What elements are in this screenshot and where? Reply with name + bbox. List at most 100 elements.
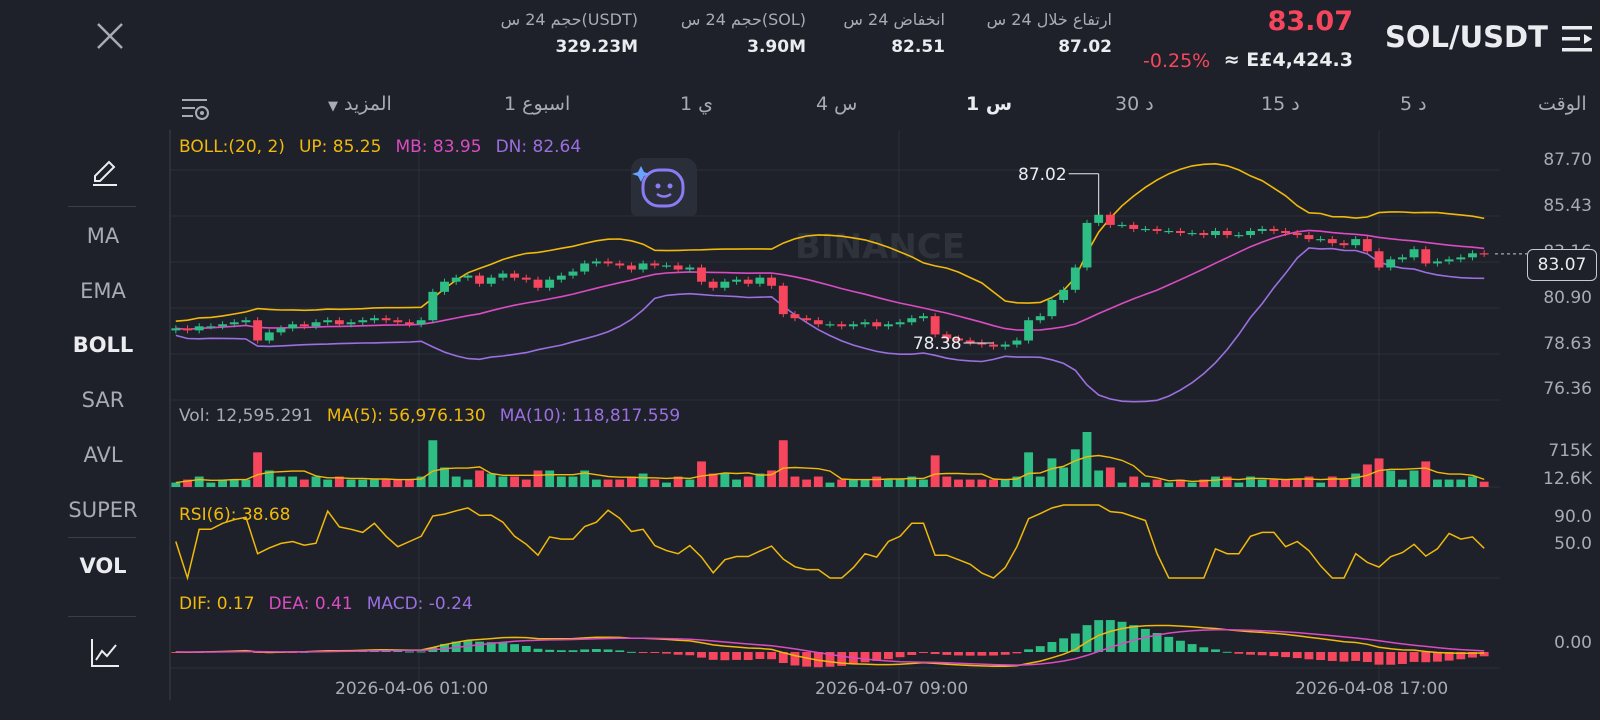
volume-bar [1176, 479, 1185, 487]
candle-body [440, 281, 449, 292]
candle-body [183, 328, 192, 331]
high-annotation: 87.02 [1018, 165, 1067, 185]
tab-30m[interactable]: 30 د [1115, 93, 1154, 115]
vol-value: Vol: 12,595.291 [179, 406, 313, 426]
candle-body [405, 322, 414, 325]
macd-histogram-bar [1222, 651, 1232, 653]
volume-bar [1246, 476, 1255, 487]
macd-histogram-bar [1374, 652, 1384, 665]
candle-body [942, 334, 952, 339]
volume-bar [860, 479, 870, 487]
candle-body [1374, 251, 1384, 268]
indicator-sar[interactable]: SAR [81, 388, 125, 412]
volume-bar [697, 461, 706, 487]
macd-histogram-bar [1386, 652, 1396, 665]
candle-body [615, 263, 625, 266]
indicator-ma[interactable]: MA [86, 224, 120, 248]
candle-body [299, 324, 309, 327]
macd-histogram-bar [206, 651, 216, 653]
tab-5m[interactable]: 5 د [1400, 93, 1427, 115]
volume-bar [521, 479, 531, 487]
price-tick: 78.63 [1543, 334, 1592, 354]
ai-assistant-button[interactable] [631, 158, 697, 216]
volume-bar [1397, 479, 1407, 487]
volume-bar [451, 476, 461, 487]
menu-button[interactable] [1562, 24, 1594, 54]
candle-body [603, 261, 613, 264]
macd-histogram-bar [1176, 640, 1185, 652]
candle-body [1070, 267, 1080, 290]
volume-bar [299, 479, 309, 487]
tab-4h[interactable]: 4 س [816, 93, 858, 115]
macd-histogram-bar [556, 650, 566, 652]
candle-body [1397, 257, 1407, 260]
macd-histogram-bar [568, 650, 578, 652]
volume-bar [802, 479, 812, 487]
volume-bar [206, 482, 216, 487]
tab-15m[interactable]: 15 د [1261, 93, 1300, 115]
draw-tool-button[interactable] [89, 154, 121, 186]
tab-1w[interactable]: 1 اسبوع [504, 93, 571, 115]
divider [68, 537, 136, 538]
candle-body [1421, 249, 1431, 264]
indicator-settings-button[interactable] [89, 637, 121, 669]
candle-body [673, 265, 683, 270]
volume-bar [1140, 482, 1150, 487]
candle-body [720, 281, 730, 288]
candle-body [1012, 340, 1022, 345]
candle-body [1246, 230, 1255, 236]
chart-settings-button[interactable] [181, 96, 211, 122]
indicator-boll[interactable]: BOLL [72, 333, 134, 357]
more-timeframes-dropdown[interactable]: ▼ المزيد [328, 93, 392, 115]
candle-body [323, 320, 333, 323]
last-price: 83.07 [1267, 6, 1353, 37]
macd-histogram-bar [1117, 621, 1127, 652]
volume-bar [1327, 476, 1337, 487]
close-button[interactable] [94, 20, 126, 52]
volume-bar [369, 479, 379, 487]
tab-1d[interactable]: 1 ي [680, 93, 714, 115]
volume-bar [323, 479, 333, 487]
macd-histogram-bar [1082, 625, 1092, 652]
tab-time[interactable]: الوقت [1538, 93, 1587, 115]
macd-histogram-bar [498, 642, 508, 652]
macd-histogram-bar [1012, 652, 1022, 654]
pair-title[interactable]: SOL/USDT [1385, 20, 1548, 54]
candle-body [1444, 259, 1454, 262]
macd-dif-line [175, 624, 1485, 668]
candle-body [393, 320, 403, 323]
indicator-ema[interactable]: EMA [80, 279, 126, 303]
stat-value: 329.23M [555, 37, 638, 57]
macd-dea: DEA: 0.41 [268, 594, 353, 614]
volume-bar [1012, 476, 1022, 487]
volume-bar [381, 479, 391, 487]
candle-body [1339, 243, 1349, 246]
volume-bar [743, 476, 753, 487]
macd-histogram-bar [510, 644, 520, 652]
volume-bar [498, 476, 508, 487]
tab-1h[interactable]: 1 س [966, 93, 1013, 115]
indicator-avl[interactable]: AVL [83, 443, 123, 467]
candle-body [1479, 253, 1489, 255]
candle-body [568, 271, 578, 276]
volume-bar [1152, 479, 1162, 487]
macd-histogram-bar [451, 641, 461, 652]
macd-histogram-bar [767, 652, 777, 660]
macd-histogram-bar [299, 651, 309, 653]
candle-body [837, 324, 847, 327]
volume-bar [638, 473, 648, 487]
macd-histogram-bar [872, 652, 882, 661]
candle-body [767, 277, 777, 286]
date-tick: 2026-04-07 09:00 [815, 679, 969, 699]
stat-label: انخفاض 24 س [843, 10, 945, 29]
volume-bar [440, 467, 449, 487]
volume-bar [1269, 479, 1279, 487]
macd-histogram-bar [475, 641, 484, 652]
rsi-line [175, 504, 1485, 581]
date-tick: 2026-04-08 17:00 [1295, 679, 1449, 699]
indicator-vol[interactable]: VOL [79, 554, 127, 578]
candle-body [334, 320, 344, 325]
indicator-super[interactable]: SUPER [68, 498, 138, 522]
candle-body [732, 279, 741, 282]
volume-bar [989, 479, 998, 487]
